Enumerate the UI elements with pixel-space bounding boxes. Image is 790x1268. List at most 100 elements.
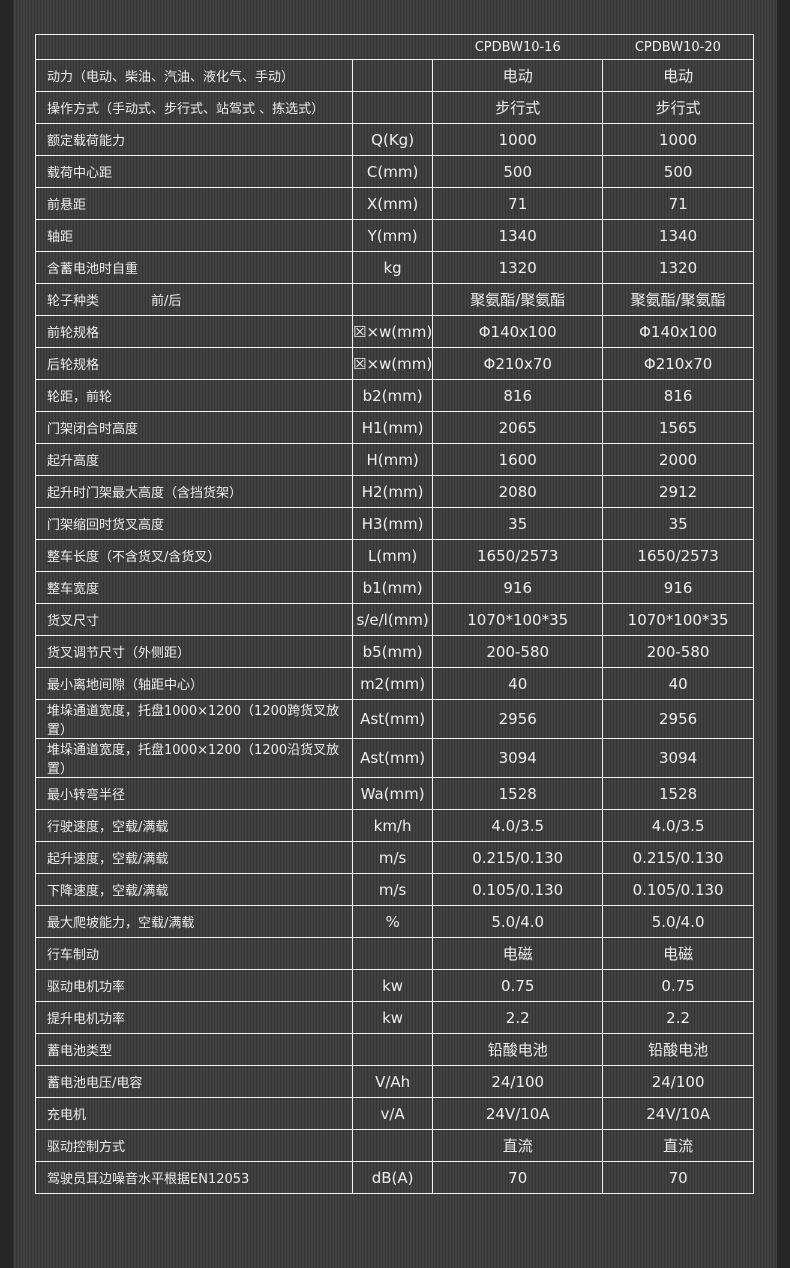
row-value-model-1: 5.0/4.0 [432, 905, 604, 938]
row-value-model-2: 500 [602, 155, 754, 188]
row-unit: b1(mm) [351, 571, 434, 604]
row-label: 动力（电动、柴油、汽油、液化气、手动） [47, 70, 295, 85]
row-value-model-2: 1340 [602, 219, 754, 252]
row-value-model-2: 5.0/4.0 [602, 905, 754, 938]
header-blank [34, 34, 433, 60]
row-value-model-2: 1528 [602, 777, 754, 810]
table-row: 门架缩回时货叉高度 H3(mm) 35 35 [35, 507, 754, 540]
row-value-model-1: 0.105/0.130 [432, 873, 604, 906]
table-row: 行车制动 电磁 电磁 [35, 937, 754, 970]
row-label: 最小离地间隙（轴距中心） [47, 678, 204, 693]
row-unit: dB(A) [351, 1161, 434, 1194]
row-unit: s/e/l(mm) [351, 603, 434, 636]
row-label-cell: 含蓄电池时自重 [35, 251, 353, 284]
row-unit [351, 1129, 434, 1162]
row-label: 充电机 [47, 1108, 87, 1123]
row-value-model-1: 916 [432, 571, 604, 604]
row-unit: m/s [351, 841, 434, 874]
row-unit: H(mm) [351, 443, 434, 476]
row-value-model-2: 0.105/0.130 [602, 873, 754, 906]
row-value-model-1: 2956 [432, 699, 604, 739]
row-label: 额定载荷能力 [47, 134, 126, 149]
row-value-model-1: 24V/10A [432, 1097, 604, 1130]
table-row: 前悬距 X(mm) 71 71 [35, 187, 754, 220]
row-value-model-1: 500 [432, 155, 604, 188]
row-value-model-1: 步行式 [432, 91, 604, 124]
row-label-cell: 驾驶员耳边噪音水平根据EN12053 [35, 1161, 353, 1194]
row-value-model-2: 1565 [602, 411, 754, 444]
row-value-model-1: 35 [432, 507, 604, 540]
row-value-model-1: 1070*100*35 [432, 603, 604, 636]
row-value-model-2: 70 [602, 1161, 754, 1194]
row-unit: H3(mm) [351, 507, 434, 540]
table-row: 堆垛通道宽度，托盘1000×1200（1200跨货叉放置） Ast(mm) 29… [35, 699, 754, 739]
row-label: 含蓄电池时自重 [47, 262, 139, 277]
row-value-model-2: 1070*100*35 [602, 603, 754, 636]
row-label: 前轮规格 [47, 326, 100, 341]
row-label: 轮子种类 [47, 294, 100, 309]
table-row: 额定载荷能力 Q(Kg) 1000 1000 [35, 123, 754, 156]
row-label-cell: 额定载荷能力 [35, 123, 353, 156]
row-value-model-1: 70 [432, 1161, 604, 1194]
table-row: 操作方式（手动式、步行式、站驾式 、拣选式） 步行式 步行式 [35, 91, 754, 124]
row-label: 整车长度（不含货叉/含货叉） [47, 550, 221, 565]
row-value-model-1: 1650/2573 [432, 539, 604, 572]
table-row: 后轮规格 ☒×w(mm) Φ210x70 Φ210x70 [35, 347, 754, 380]
row-value-model-2: 24V/10A [602, 1097, 754, 1130]
row-label: 门架缩回时货叉高度 [47, 518, 165, 533]
table-row: 最小转弯半径 Wa(mm) 1528 1528 [35, 777, 754, 810]
row-value-model-2: 步行式 [602, 91, 754, 124]
row-label-cell: 起升高度 [35, 443, 353, 476]
row-unit: C(mm) [351, 155, 434, 188]
table-header-row: CPDBW10-16 CPDBW10-20 [34, 34, 754, 60]
row-label: 堆垛通道宽度，托盘1000×1200（1200沿货叉放置） [47, 743, 340, 777]
row-label: 蓄电池电压/电容 [47, 1076, 143, 1091]
table-row: 堆垛通道宽度，托盘1000×1200（1200沿货叉放置） Ast(mm) 30… [35, 738, 754, 778]
row-unit: ☒×w(mm) [351, 347, 434, 380]
row-label-cell: 驱动电机功率 [35, 969, 353, 1002]
row-value-model-2: 71 [602, 187, 754, 220]
row-label: 蓄电池类型 [47, 1044, 113, 1059]
row-value-model-1: 1320 [432, 251, 604, 284]
row-label-cell: 最大爬坡能力，空载/满载 [35, 905, 353, 938]
row-unit: Q(Kg) [351, 123, 434, 156]
row-value-model-1: 816 [432, 379, 604, 412]
row-label: 操作方式（手动式、步行式、站驾式 、拣选式） [47, 102, 325, 117]
row-unit [351, 937, 434, 970]
row-value-model-1: 0.215/0.130 [432, 841, 604, 874]
row-label-cell: 载荷中心距 [35, 155, 353, 188]
row-value-model-2: 电磁 [602, 937, 754, 970]
row-label: 整车宽度 [47, 582, 100, 597]
row-unit [351, 1033, 434, 1066]
row-label: 轴距 [47, 230, 74, 245]
spec-table: CPDBW10-16 CPDBW10-20 动力（电动、柴油、汽油、液化气、手动… [34, 34, 754, 1194]
row-value-model-2: 816 [602, 379, 754, 412]
row-sublabel: 前/后 [151, 294, 182, 309]
row-label-cell: 前轮规格 [35, 315, 353, 348]
row-value-model-1: 1000 [432, 123, 604, 156]
row-label: 起升高度 [47, 454, 100, 469]
row-value-model-1: 3094 [432, 738, 604, 778]
table-row: 前轮规格 ☒×w(mm) Φ140x100 Φ140x100 [35, 315, 754, 348]
row-label-cell: 动力（电动、柴油、汽油、液化气、手动） [35, 59, 353, 92]
row-label: 前悬距 [47, 198, 87, 213]
row-value-model-2: 1320 [602, 251, 754, 284]
row-label-cell: 行驶速度，空载/满载 [35, 809, 353, 842]
table-row: 门架闭合时高度 H1(mm) 2065 1565 [35, 411, 754, 444]
row-value-model-2: 直流 [602, 1129, 754, 1162]
row-label-cell: 最小离地间隙（轴距中心） [35, 667, 353, 700]
table-row: 驾驶员耳边噪音水平根据EN12053 dB(A) 70 70 [35, 1161, 754, 1194]
row-label-cell: 起升速度，空载/满载 [35, 841, 353, 874]
row-label-cell: 轮距，前轮 [35, 379, 353, 412]
row-unit: Wa(mm) [351, 777, 434, 810]
row-label: 驾驶员耳边噪音水平根据EN12053 [47, 1172, 250, 1187]
row-label: 货叉尺寸 [47, 614, 100, 629]
row-value-model-1: 直流 [432, 1129, 604, 1162]
row-value-model-1: 聚氨酯/聚氨酯 [432, 283, 604, 316]
table-row: 充电机 v/A 24V/10A 24V/10A [35, 1097, 754, 1130]
table-row: 载荷中心距 C(mm) 500 500 [35, 155, 754, 188]
row-unit: Y(mm) [351, 219, 434, 252]
row-unit: Ast(mm) [351, 738, 434, 778]
row-value-model-2: 0.215/0.130 [602, 841, 754, 874]
table-row: 起升时门架最大高度（含挡货架） H2(mm) 2080 2912 [35, 475, 754, 508]
